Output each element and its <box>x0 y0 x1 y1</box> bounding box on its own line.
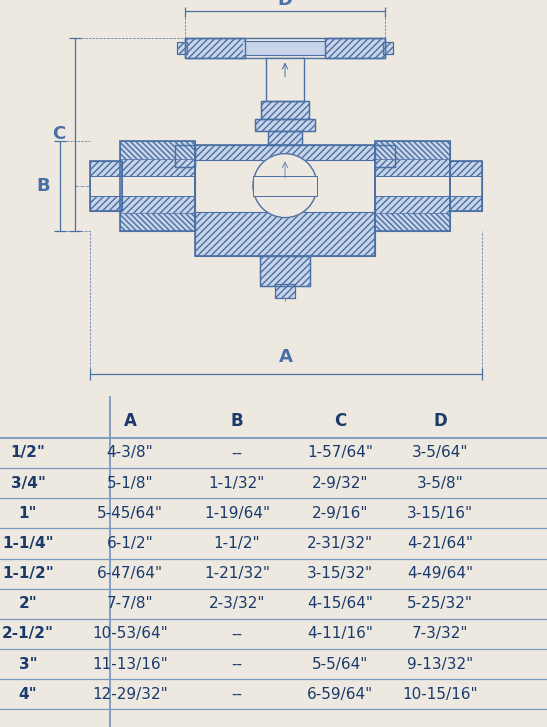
Text: 1-21/32": 1-21/32" <box>204 566 270 581</box>
Text: 1-1/4": 1-1/4" <box>2 536 54 551</box>
Text: 2": 2" <box>19 596 37 611</box>
Bar <box>275 284 295 297</box>
Text: 9-13/32": 9-13/32" <box>407 656 473 672</box>
Text: B: B <box>231 412 243 430</box>
Text: C: C <box>334 412 346 430</box>
Bar <box>325 38 385 57</box>
Bar <box>120 140 195 230</box>
Text: 4": 4" <box>19 687 37 702</box>
Bar <box>375 176 450 196</box>
Bar <box>175 145 195 166</box>
Bar <box>90 176 122 196</box>
Text: C: C <box>52 125 65 143</box>
Text: 5-1/8": 5-1/8" <box>107 475 153 491</box>
Text: 1-57/64": 1-57/64" <box>307 446 373 460</box>
Text: 3/4": 3/4" <box>10 475 45 491</box>
Text: 6-47/64": 6-47/64" <box>97 566 163 581</box>
Text: 1-1/32": 1-1/32" <box>209 475 265 491</box>
Text: 3-5/64": 3-5/64" <box>412 446 468 460</box>
Bar <box>383 41 393 54</box>
Bar <box>120 140 195 230</box>
Bar <box>175 145 195 166</box>
Bar <box>185 38 245 57</box>
Text: 3-5/8": 3-5/8" <box>417 475 463 491</box>
Bar <box>90 161 122 211</box>
Bar <box>260 256 310 286</box>
Bar <box>177 41 187 54</box>
Text: 4-3/8": 4-3/8" <box>107 446 153 460</box>
Text: 4-11/16": 4-11/16" <box>307 627 373 641</box>
Text: 1/2": 1/2" <box>10 446 45 460</box>
Bar <box>195 145 375 256</box>
Bar <box>177 41 187 54</box>
Text: 4-21/64": 4-21/64" <box>407 536 473 551</box>
Bar <box>268 131 302 145</box>
Text: 5-45/64": 5-45/64" <box>97 506 163 521</box>
Text: 2-9/32": 2-9/32" <box>312 475 368 491</box>
Bar <box>185 38 245 57</box>
Text: --: -- <box>231 627 242 641</box>
Bar <box>266 57 304 100</box>
Text: 2-1/2": 2-1/2" <box>2 627 54 641</box>
Bar <box>120 212 195 230</box>
Text: 1-19/64": 1-19/64" <box>204 506 270 521</box>
Bar <box>375 145 395 166</box>
Text: 5-25/32": 5-25/32" <box>407 596 473 611</box>
Bar <box>120 176 195 196</box>
Text: 4-49/64": 4-49/64" <box>407 566 473 581</box>
Text: 1-1/2": 1-1/2" <box>2 566 54 581</box>
Text: 2-31/32": 2-31/32" <box>307 536 373 551</box>
Text: 11-13/16": 11-13/16" <box>92 656 168 672</box>
Bar <box>195 160 375 212</box>
Text: 3": 3" <box>19 656 37 672</box>
Bar <box>255 119 315 131</box>
Bar <box>383 41 393 54</box>
Text: --: -- <box>231 687 242 702</box>
Text: 1": 1" <box>19 506 37 521</box>
Text: 5-5/64": 5-5/64" <box>312 656 368 672</box>
Bar <box>325 38 385 57</box>
Text: 6-1/2": 6-1/2" <box>107 536 153 551</box>
Bar <box>375 145 395 166</box>
Bar <box>195 145 375 256</box>
Text: 2-9/16": 2-9/16" <box>312 506 368 521</box>
Bar <box>450 161 482 211</box>
Text: 1-1/2": 1-1/2" <box>214 536 260 551</box>
Text: 6-59/64": 6-59/64" <box>307 687 373 702</box>
Bar <box>243 41 325 55</box>
Text: D: D <box>433 412 447 430</box>
Circle shape <box>253 153 317 217</box>
Text: 7-3/32": 7-3/32" <box>412 627 468 641</box>
Text: A: A <box>124 412 136 430</box>
Text: D: D <box>277 0 293 9</box>
Text: 10-53/64": 10-53/64" <box>92 627 168 641</box>
Bar <box>261 100 309 119</box>
Bar <box>120 140 195 158</box>
Bar <box>275 284 295 297</box>
Text: 2-3/32": 2-3/32" <box>209 596 265 611</box>
Text: 4-15/64": 4-15/64" <box>307 596 373 611</box>
Text: 12-29/32": 12-29/32" <box>92 687 168 702</box>
Text: --: -- <box>231 656 242 672</box>
Bar <box>90 161 122 211</box>
Bar <box>375 212 450 230</box>
Text: 3-15/16": 3-15/16" <box>407 506 473 521</box>
Bar <box>375 140 450 158</box>
Bar <box>450 161 482 211</box>
Text: B: B <box>36 177 50 195</box>
Text: 3-15/32": 3-15/32" <box>307 566 373 581</box>
Text: --: -- <box>231 446 242 460</box>
Bar <box>375 140 450 230</box>
Bar <box>268 131 302 145</box>
Bar <box>375 140 450 230</box>
Text: 7-7/8": 7-7/8" <box>107 596 153 611</box>
Bar <box>450 176 482 196</box>
Bar <box>185 38 385 57</box>
Text: 10-15/16": 10-15/16" <box>402 687 478 702</box>
Bar <box>261 100 309 119</box>
Bar <box>253 176 317 196</box>
Bar <box>255 119 315 131</box>
Bar <box>260 256 310 286</box>
Text: A: A <box>279 348 293 366</box>
